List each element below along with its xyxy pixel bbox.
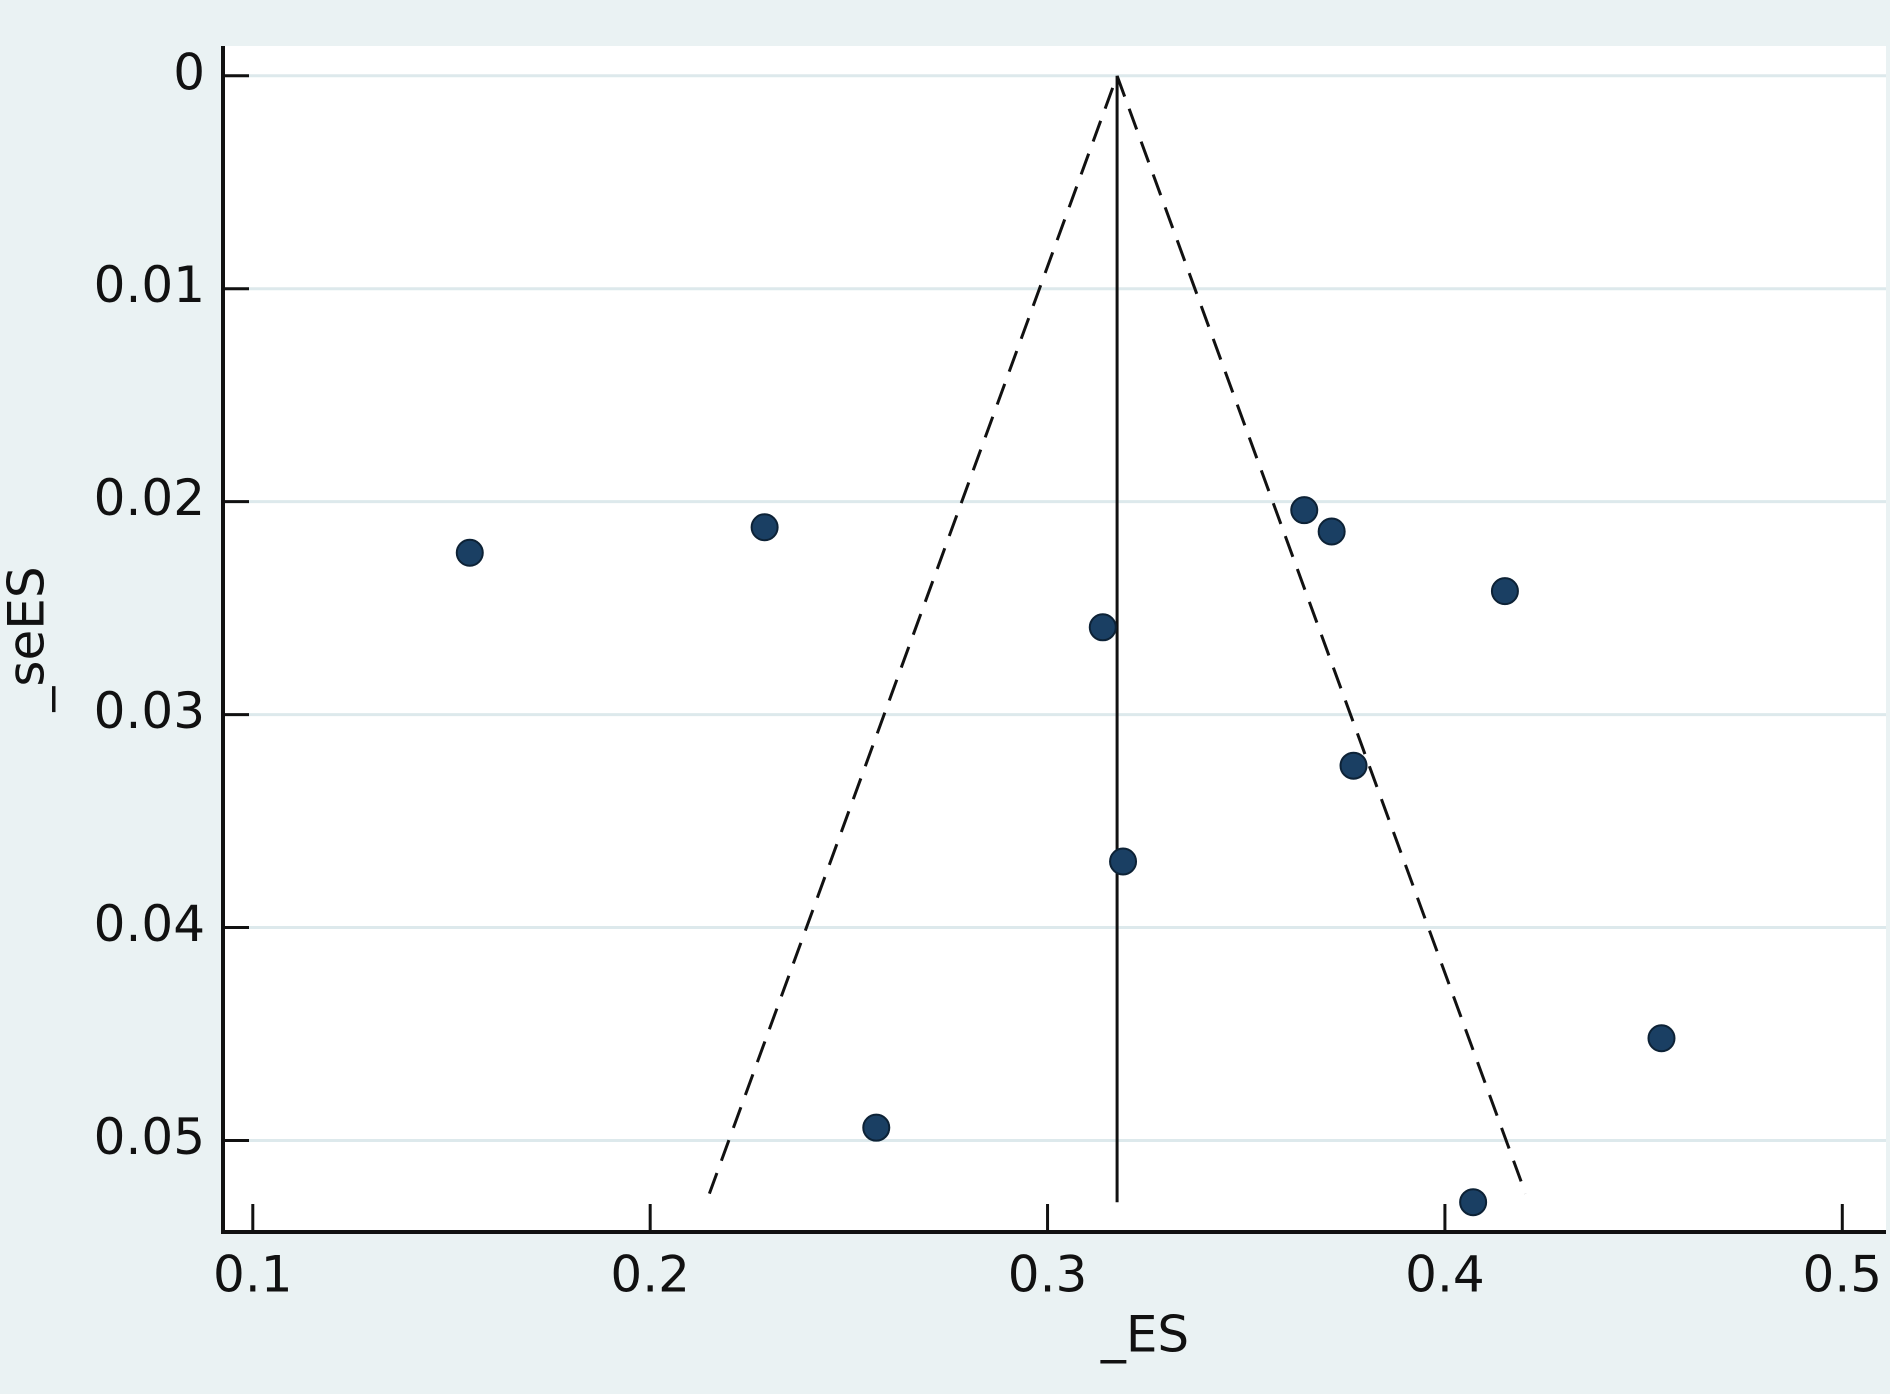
data-point: [1290, 496, 1319, 525]
x-tick-label: 0.4: [1405, 1246, 1485, 1304]
data-point: [1490, 577, 1519, 606]
y-tick-label: 0.05: [94, 1108, 205, 1166]
y-tick-label: 0.04: [94, 895, 205, 953]
plot-area: [223, 46, 1886, 1232]
x-tick-label: 0.5: [1803, 1246, 1883, 1304]
y-axis-title: _seES: [0, 566, 56, 712]
y-tick-label: 0.02: [94, 469, 205, 527]
y-tick-label: 0: [173, 43, 205, 101]
x-tick-label: 0.3: [1008, 1246, 1088, 1304]
x-tick-label: 0.2: [610, 1246, 690, 1304]
data-point: [1459, 1188, 1488, 1217]
x-axis-title: _ES: [1100, 1306, 1189, 1364]
data-point: [862, 1113, 891, 1142]
data-point: [750, 513, 779, 542]
data-point: [1339, 751, 1368, 780]
data-point: [455, 538, 484, 567]
x-tick-label: 0.1: [213, 1246, 293, 1304]
data-point: [1647, 1024, 1676, 1053]
funnel-line: [707, 71, 1527, 1195]
data-point: [1317, 517, 1346, 546]
y-tick-label: 0.03: [94, 682, 205, 740]
data-point: [1109, 847, 1138, 876]
data-point: [1088, 613, 1117, 642]
y-tick-label: 0.01: [94, 256, 205, 314]
